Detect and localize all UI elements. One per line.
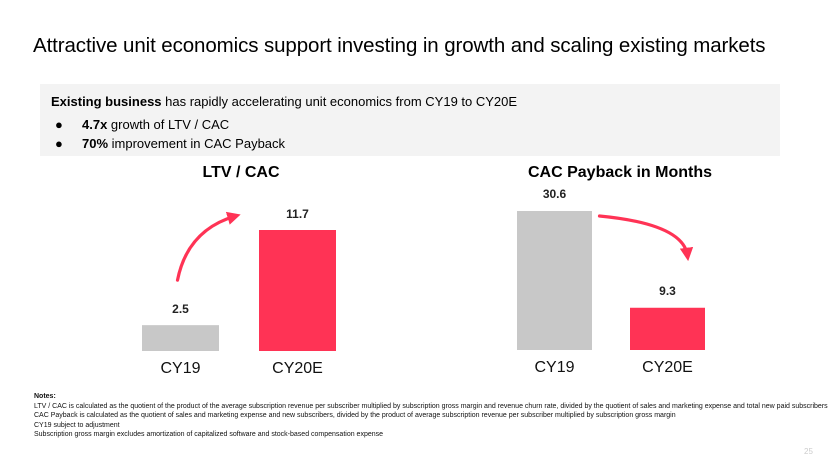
summary-lead-text: has rapidly accelerating unit economics … — [161, 94, 518, 109]
value-label: 30.6 — [543, 187, 567, 201]
bar-cy20e — [259, 230, 336, 351]
summary-box: Existing business has rapidly accelerati… — [40, 84, 780, 156]
page-number: 25 — [804, 447, 813, 456]
category-label: CY20E — [642, 359, 693, 376]
trend-arrow-icon — [597, 214, 694, 262]
bullet-dot-icon: ● — [55, 136, 63, 151]
category-label: CY19 — [534, 359, 574, 376]
bullet-bold: 70% — [82, 136, 109, 151]
summary-lead: Existing business has rapidly accelerati… — [51, 94, 517, 109]
category-label: CY20E — [272, 360, 323, 377]
value-label: 9.3 — [659, 284, 676, 298]
bullet-dot-icon: ● — [55, 117, 63, 132]
summary-lead-bold: Existing business — [51, 94, 162, 109]
note-line: CAC Payback is calculated as the quotien… — [34, 412, 676, 420]
chart-title-ltv-cac: LTV / CAC — [202, 164, 280, 181]
bar-cy19 — [142, 325, 219, 351]
notes: Notes: LTV / CAC is calculated as the qu… — [34, 392, 828, 440]
chart-title-cac-payback: CAC Payback in Months — [527, 164, 713, 181]
note-line: LTV / CAC is calculated as the quotient … — [34, 402, 828, 410]
trend-arrow-icon — [175, 211, 241, 282]
bullet-bold: 4.7x — [82, 117, 108, 132]
cac-payback-chart: 30.6 CY19 9.3 CY20E — [517, 187, 705, 376]
bullet-text: improvement in CAC Payback — [108, 136, 286, 151]
summary-bullet: ● 4.7x growth of LTV / CAC — [55, 117, 229, 132]
bullet-text: growth of LTV / CAC — [107, 117, 230, 132]
note-line: Subscription gross margin excludes amort… — [34, 431, 384, 439]
value-label: 2.5 — [172, 302, 189, 316]
page-title: Attractive unit economics support invest… — [33, 34, 766, 57]
value-label: 11.7 — [286, 207, 309, 221]
summary-bullet: ● 70% improvement in CAC Payback — [55, 136, 285, 151]
bar-cy19 — [517, 211, 592, 350]
category-label: CY19 — [160, 360, 200, 377]
note-line: CY19 subject to adjustment — [34, 421, 120, 429]
bar-cy20e — [630, 307, 705, 350]
notes-header: Notes: — [34, 393, 56, 400]
ltv-cac-chart: 2.5 CY19 11.7 CY20E — [142, 207, 336, 377]
